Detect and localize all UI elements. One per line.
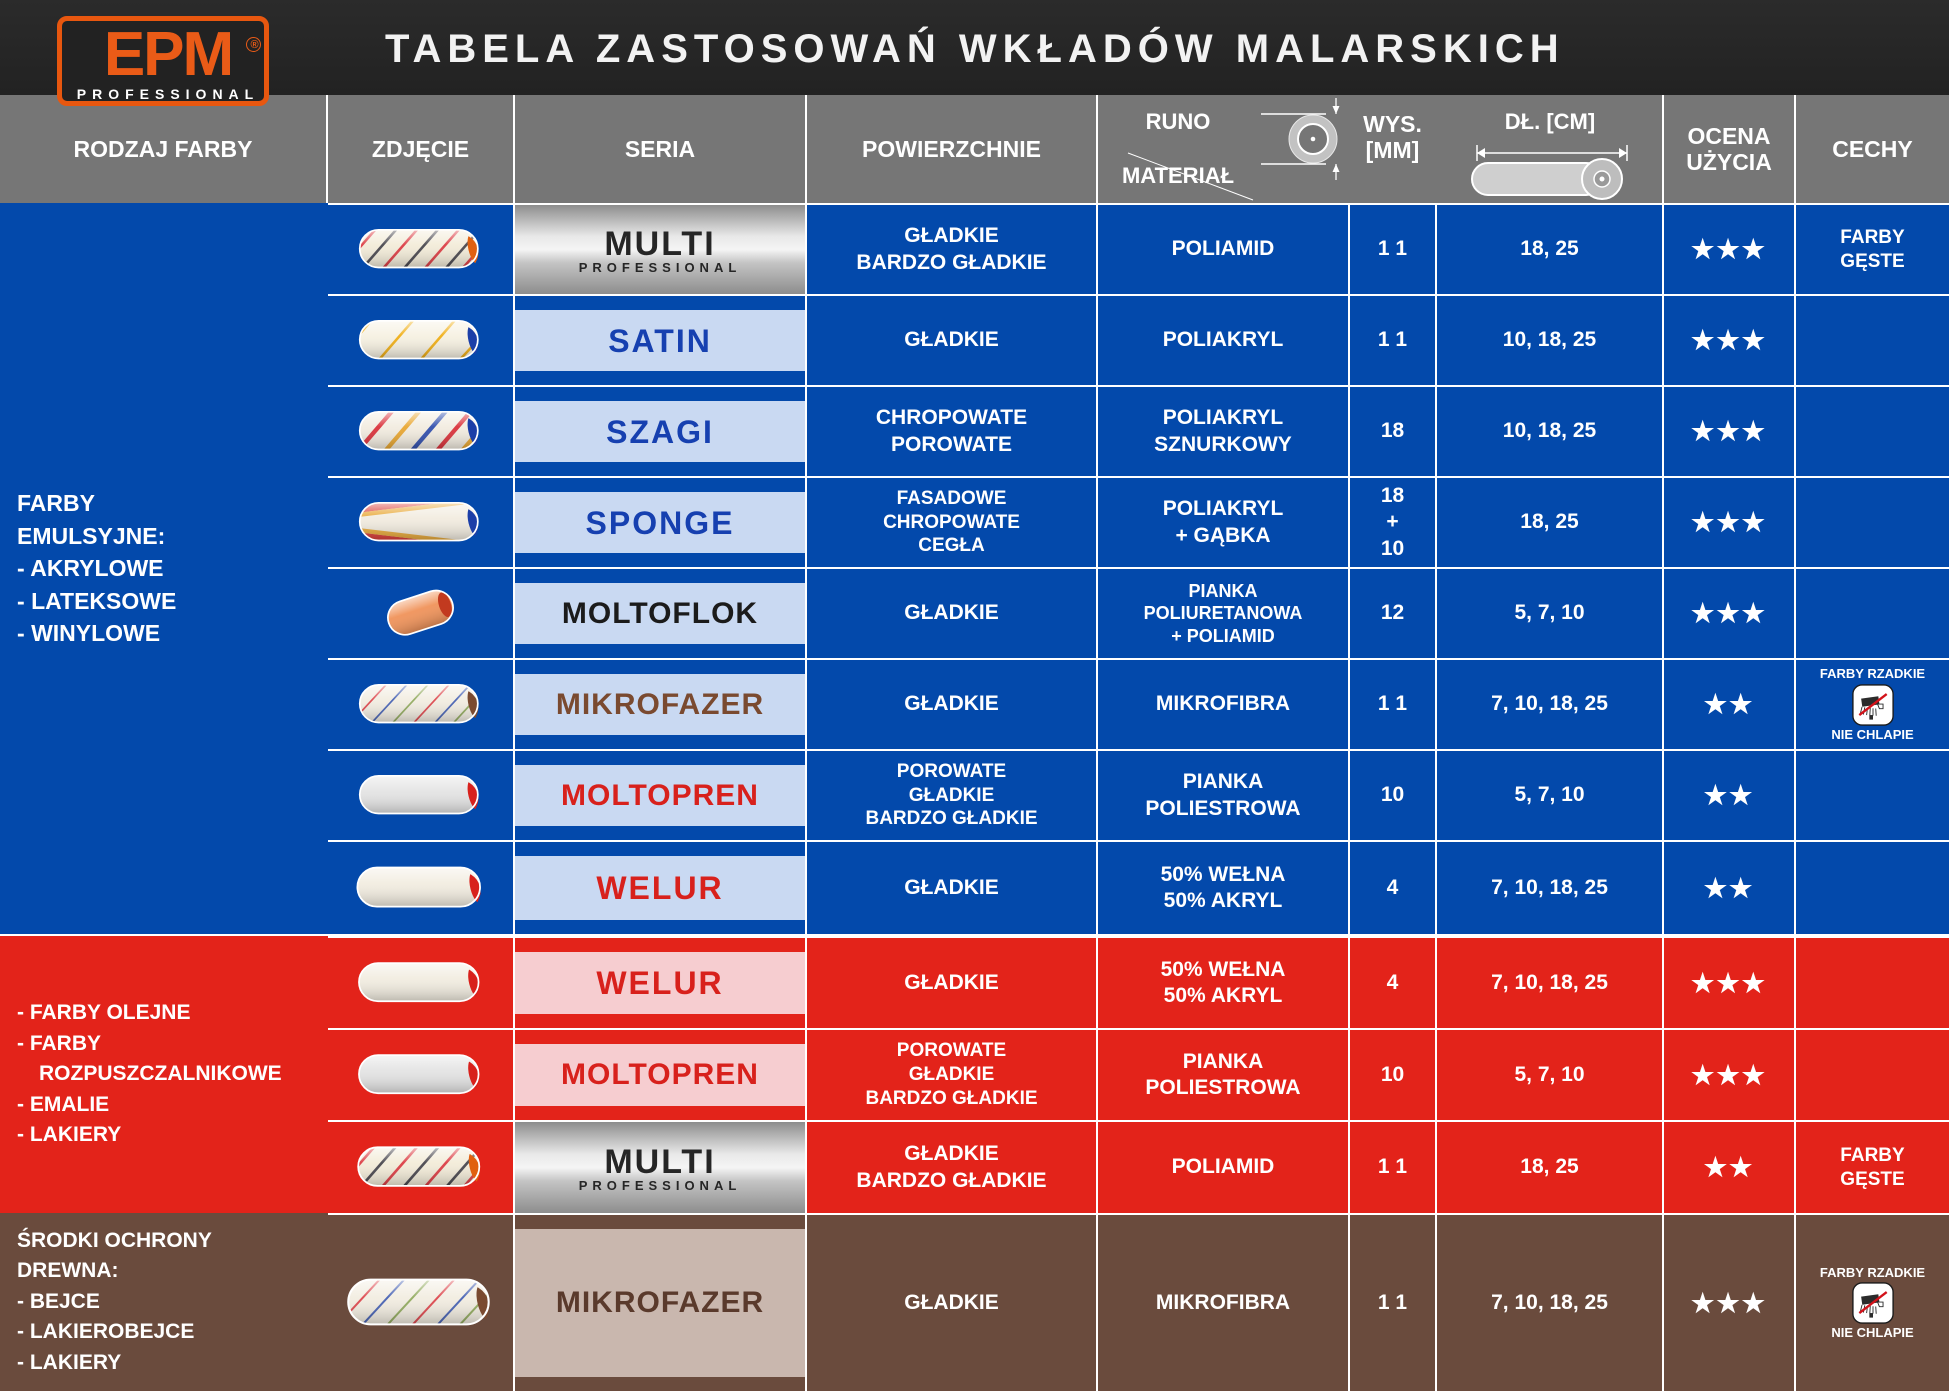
svg-text:DŁ. [CM]: DŁ. [CM] — [1505, 109, 1595, 134]
svg-text:MATERIAŁ: MATERIAŁ — [1122, 163, 1234, 188]
svg-text:RUNO: RUNO — [1146, 109, 1211, 134]
